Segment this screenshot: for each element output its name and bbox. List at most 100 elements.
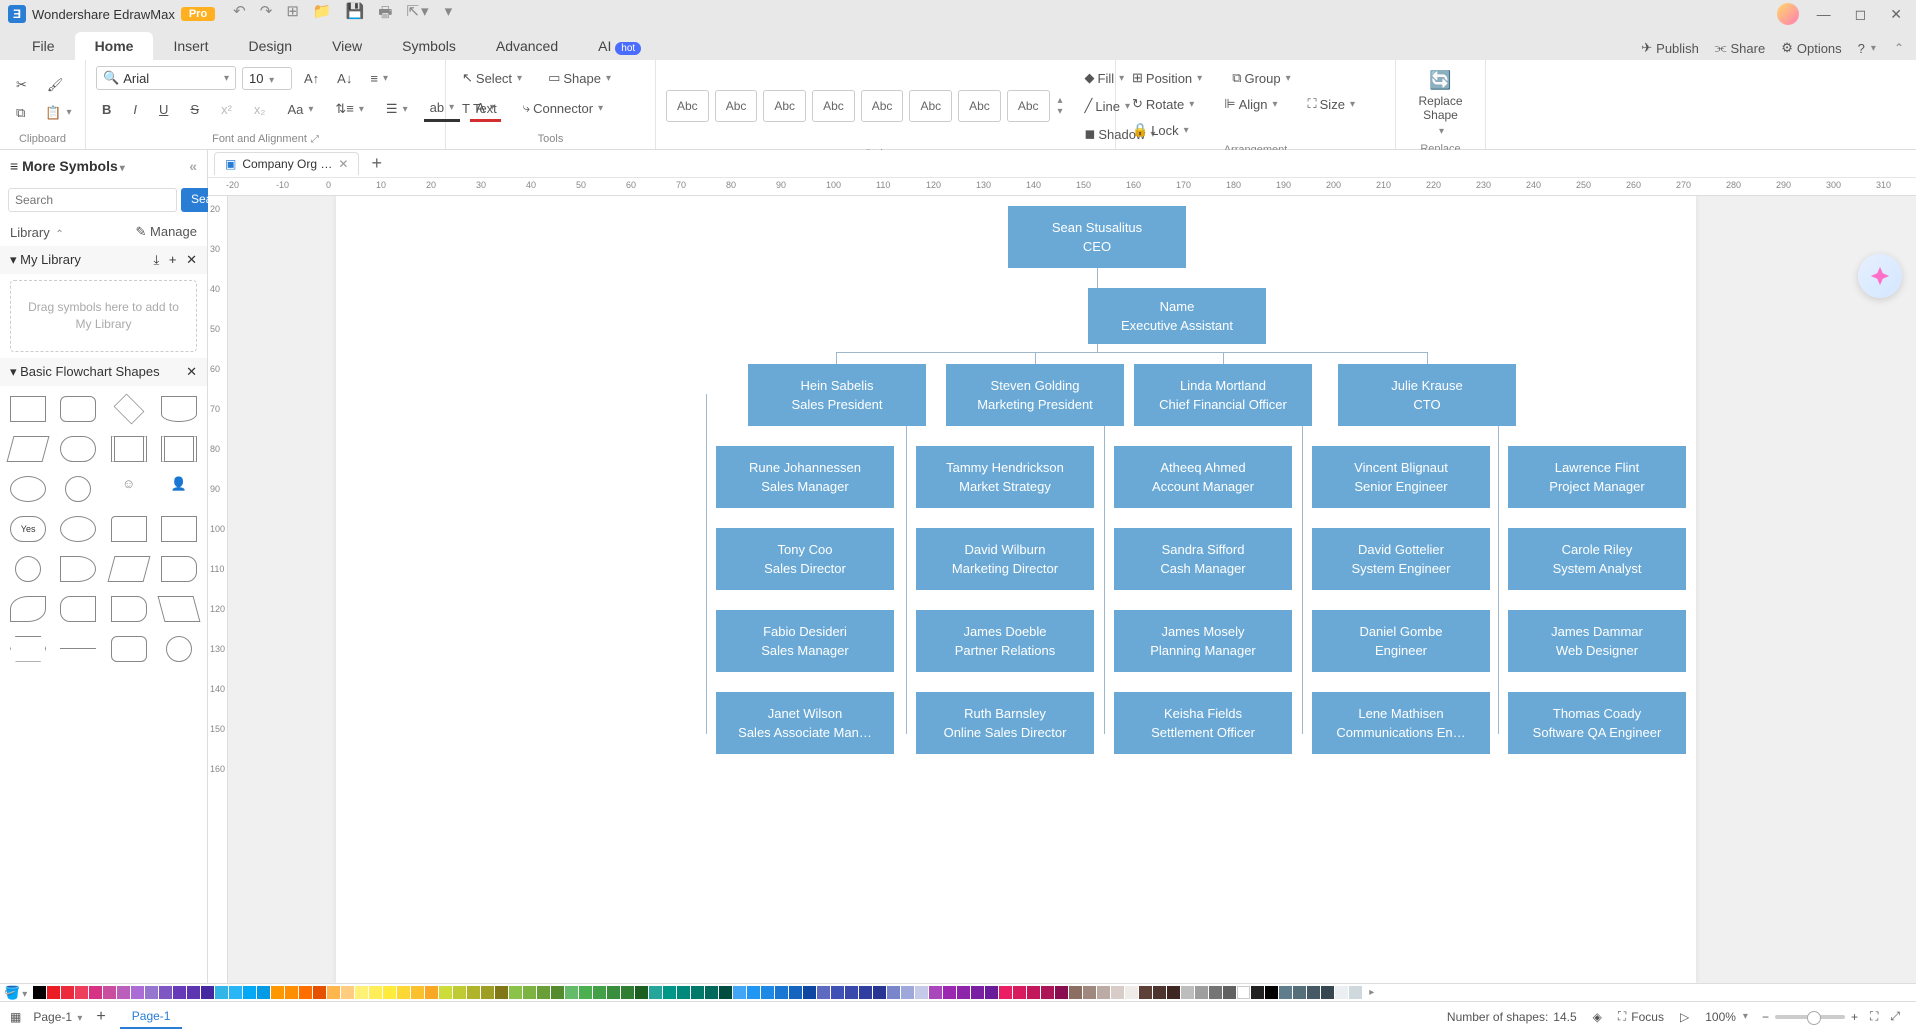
color-swatch[interactable] bbox=[481, 986, 494, 999]
org-node-dgo[interactable]: Daniel GombeEngineer bbox=[1312, 610, 1490, 672]
italic-icon[interactable]: I bbox=[127, 98, 143, 121]
lib-add-icon[interactable]: + bbox=[169, 252, 177, 267]
color-swatch[interactable] bbox=[845, 986, 858, 999]
export-icon[interactable]: ⇱▾ bbox=[406, 2, 428, 27]
color-swatch[interactable] bbox=[831, 986, 844, 999]
color-swatch[interactable] bbox=[1335, 986, 1348, 999]
fit-page-icon[interactable]: ⛶ bbox=[1870, 1009, 1878, 1024]
color-swatch[interactable] bbox=[719, 986, 732, 999]
cut-icon[interactable]: ✂ bbox=[10, 73, 33, 97]
shape-rr2[interactable] bbox=[111, 636, 147, 662]
maximize-icon[interactable]: ◻ bbox=[1849, 4, 1873, 25]
shape-wave[interactable] bbox=[10, 596, 46, 622]
basic-shapes-close-icon[interactable]: ✕ bbox=[186, 364, 197, 380]
shape-actor[interactable]: ☺ bbox=[111, 476, 147, 502]
color-swatch[interactable] bbox=[75, 986, 88, 999]
bullets-icon[interactable]: ☰▾ bbox=[380, 97, 414, 121]
canvas[interactable]: Sean StusalitusCEONameExecutive Assistan… bbox=[228, 196, 1916, 983]
color-swatch[interactable] bbox=[257, 986, 270, 999]
shape-parallelogram[interactable] bbox=[7, 436, 50, 462]
increase-font-icon[interactable]: A↑ bbox=[298, 67, 325, 90]
shape-trap1[interactable] bbox=[107, 556, 150, 582]
org-node-kf[interactable]: Keisha FieldsSettlement Officer bbox=[1114, 692, 1292, 754]
minimize-icon[interactable]: ― bbox=[1811, 4, 1837, 24]
document-tab[interactable]: ▣ Company Org … ✕ bbox=[214, 152, 359, 175]
color-swatch[interactable] bbox=[229, 986, 242, 999]
copy-icon[interactable]: ⧉ bbox=[10, 101, 31, 125]
zoom-out-icon[interactable]: − bbox=[1762, 1010, 1769, 1024]
color-swatch[interactable] bbox=[1307, 986, 1320, 999]
color-swatch[interactable] bbox=[117, 986, 130, 999]
shape-rectangle[interactable] bbox=[10, 396, 46, 422]
size-button[interactable]: ⛶ Size▾ bbox=[1302, 92, 1361, 116]
shape-circle2[interactable] bbox=[15, 556, 41, 582]
basic-shapes-header[interactable]: ▾ Basic Flowchart Shapes bbox=[10, 364, 160, 380]
org-node-ss[interactable]: Sandra SiffordCash Manager bbox=[1114, 528, 1292, 590]
color-swatch[interactable] bbox=[383, 986, 396, 999]
bold-icon[interactable]: B bbox=[96, 98, 117, 121]
color-swatch[interactable] bbox=[537, 986, 550, 999]
page-grid-icon[interactable]: ▦ bbox=[10, 1010, 21, 1024]
strikethrough-icon[interactable]: S bbox=[184, 98, 205, 121]
shape-card[interactable] bbox=[111, 516, 147, 542]
page-selector[interactable]: Page-1 ▾ bbox=[33, 1010, 82, 1024]
color-swatch[interactable] bbox=[817, 986, 830, 999]
org-node-jd[interactable]: James DoeblePartner Relations bbox=[916, 610, 1094, 672]
lib-close-icon[interactable]: ✕ bbox=[186, 252, 197, 267]
color-swatch[interactable] bbox=[943, 986, 956, 999]
color-swatch[interactable] bbox=[145, 986, 158, 999]
org-node-ceo[interactable]: Sean StusalitusCEO bbox=[1008, 206, 1186, 268]
shape-ellipse[interactable] bbox=[10, 476, 46, 502]
style-preset-2[interactable]: Abc bbox=[715, 90, 758, 122]
close-icon[interactable]: ✕ bbox=[1884, 4, 1908, 25]
color-swatch[interactable] bbox=[663, 986, 676, 999]
color-swatch[interactable] bbox=[775, 986, 788, 999]
text-tool[interactable]: T Text bbox=[456, 96, 503, 120]
org-node-tc[interactable]: Tony CooSales Director bbox=[716, 528, 894, 590]
org-node-lm[interactable]: Lene MathisenCommunications En… bbox=[1312, 692, 1490, 754]
org-node-jm[interactable]: James MoselyPlanning Manager bbox=[1114, 610, 1292, 672]
menu-advanced[interactable]: Advanced bbox=[476, 32, 578, 60]
style-preset-4[interactable]: Abc bbox=[812, 90, 855, 122]
library-drop-zone[interactable]: Drag symbols here to add to My Library bbox=[10, 280, 197, 352]
color-swatch[interactable] bbox=[453, 986, 466, 999]
color-swatch[interactable] bbox=[61, 986, 74, 999]
color-swatch[interactable] bbox=[733, 986, 746, 999]
shape-cylinder2[interactable] bbox=[60, 556, 96, 582]
color-swatch[interactable] bbox=[1139, 986, 1152, 999]
symbols-search-input[interactable] bbox=[8, 188, 177, 212]
org-node-jda[interactable]: James DammarWeb Designer bbox=[1508, 610, 1686, 672]
lib-import-icon[interactable]: ⤓ bbox=[154, 252, 160, 267]
color-swatch[interactable] bbox=[1181, 986, 1194, 999]
color-swatch[interactable] bbox=[901, 986, 914, 999]
save-icon[interactable]: 💾 bbox=[346, 2, 365, 27]
close-tab-icon[interactable]: ✕ bbox=[338, 157, 348, 171]
color-swatch[interactable] bbox=[341, 986, 354, 999]
style-preset-1[interactable]: Abc bbox=[666, 90, 709, 122]
menu-home[interactable]: Home bbox=[75, 32, 154, 60]
color-swatch[interactable] bbox=[1111, 986, 1124, 999]
focus-button[interactable]: ⛶ Focus bbox=[1618, 1009, 1664, 1024]
menu-file[interactable]: File bbox=[12, 32, 75, 60]
color-swatch[interactable] bbox=[691, 986, 704, 999]
new-page-icon[interactable]: ⊞ bbox=[286, 2, 299, 27]
color-swatch[interactable] bbox=[89, 986, 102, 999]
help-button[interactable]: ?▾ bbox=[1858, 41, 1876, 56]
shape-cylinder[interactable] bbox=[60, 516, 96, 542]
color-swatch[interactable] bbox=[649, 986, 662, 999]
shape-rounded-rect[interactable] bbox=[60, 396, 96, 422]
org-node-th[interactable]: Tammy HendricksonMarket Strategy bbox=[916, 446, 1094, 508]
color-swatch[interactable] bbox=[1153, 986, 1166, 999]
line-spacing-icon[interactable]: ⇅≡▾ bbox=[329, 97, 370, 121]
color-swatch[interactable] bbox=[1013, 986, 1026, 999]
org-node-dw[interactable]: David WilburnMarketing Director bbox=[916, 528, 1094, 590]
layers-icon[interactable]: ◈ bbox=[1593, 1010, 1602, 1024]
shape-circle3[interactable] bbox=[166, 636, 192, 662]
align-button[interactable]: ⊫ Align▾ bbox=[1218, 92, 1283, 116]
color-swatch[interactable] bbox=[565, 986, 578, 999]
position-button[interactable]: ⊞ Position▾ bbox=[1126, 66, 1208, 90]
color-swatch[interactable] bbox=[747, 986, 760, 999]
color-swatch[interactable] bbox=[1223, 986, 1236, 999]
org-node-lf[interactable]: Lawrence FlintProject Manager bbox=[1508, 446, 1686, 508]
color-swatch[interactable] bbox=[509, 986, 522, 999]
